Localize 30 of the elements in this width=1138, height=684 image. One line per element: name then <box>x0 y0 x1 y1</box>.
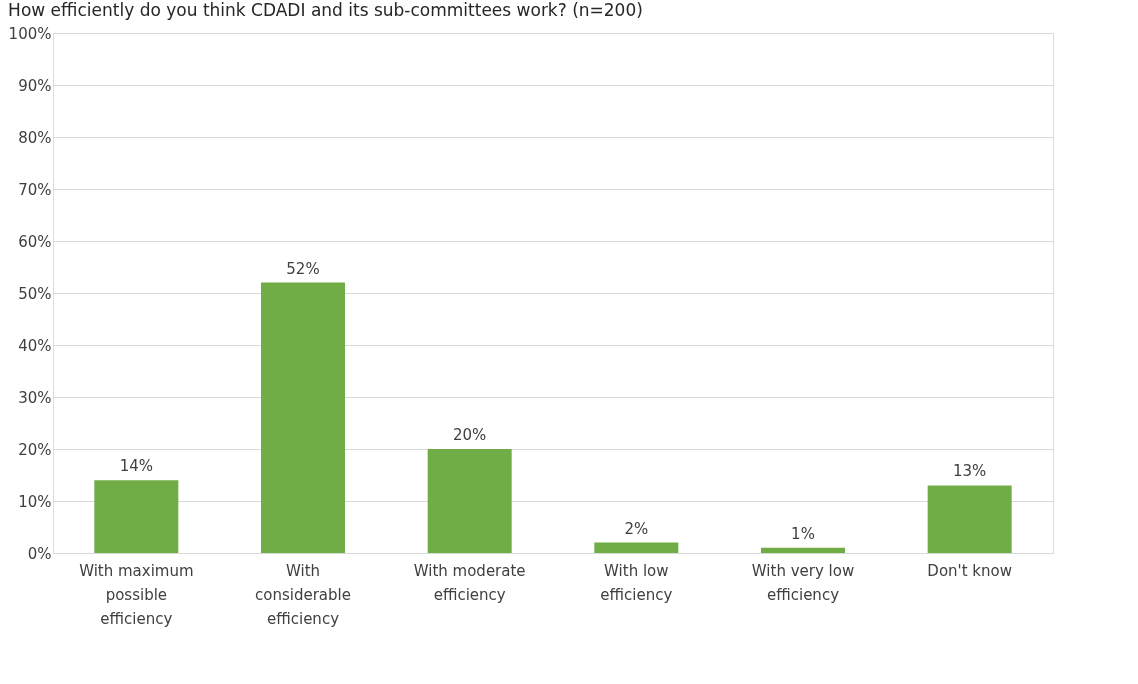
y-tick-label: 100% <box>8 24 52 43</box>
x-tick-label: With very low efficiency <box>751 561 855 604</box>
data-label: 52% <box>286 259 320 278</box>
y-tick-label: 60% <box>18 232 52 251</box>
x-tick-label: With considerable efficiency <box>255 561 351 628</box>
bar <box>261 282 345 553</box>
y-tick-label: 50% <box>18 284 52 303</box>
x-tick-label: Don't know <box>927 561 1012 580</box>
y-tick-label: 30% <box>18 388 52 407</box>
y-tick-label: 10% <box>18 492 52 511</box>
y-tick-label: 70% <box>18 180 52 199</box>
y-tick-label: 0% <box>27 544 52 563</box>
data-label: 1% <box>791 524 815 543</box>
bar <box>594 542 679 553</box>
x-tick-label: With maximum possible efficiency <box>79 561 194 628</box>
bar <box>761 547 845 553</box>
x-tick-label: With low efficiency <box>600 561 673 604</box>
bar <box>94 480 179 553</box>
data-label: 2% <box>624 519 649 538</box>
data-label: 20% <box>452 426 487 444</box>
data-label: 14% <box>119 457 154 476</box>
y-tick-label: 90% <box>18 76 52 95</box>
y-tick-label: 40% <box>18 336 52 355</box>
chart-title: How efficiently do you think CDADI and its sub-committees work? (n=200) <box>8 0 643 20</box>
x-tick-label: With moderate efficiency <box>413 561 526 604</box>
y-tick-label: 80% <box>18 128 52 147</box>
bar <box>927 485 1012 553</box>
data-label: 13% <box>952 462 987 481</box>
bar <box>427 449 512 553</box>
y-tick-label: 20% <box>18 440 52 459</box>
